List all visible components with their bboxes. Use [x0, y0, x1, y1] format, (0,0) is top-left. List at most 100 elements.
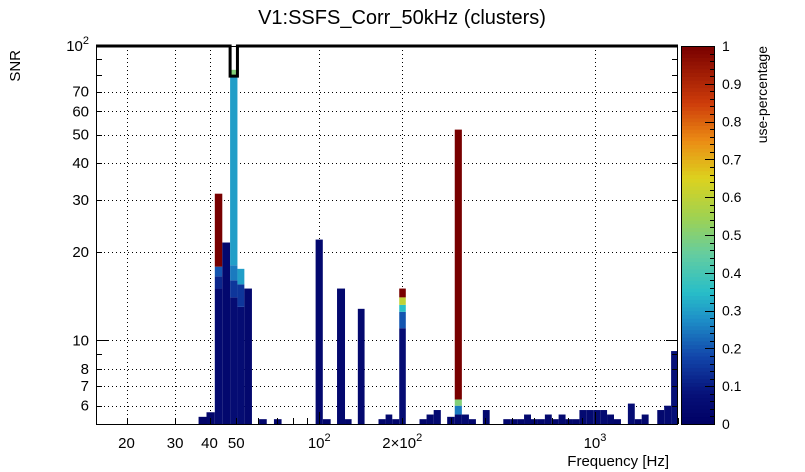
colorbar-step: [681, 68, 715, 74]
colorbar-step: [681, 170, 715, 176]
heatmap-cell: [337, 288, 346, 424]
colorbar-step: [681, 405, 715, 410]
colorbar-step: [681, 265, 715, 270]
colorbar-step: [681, 117, 715, 123]
colorbar-step: [681, 76, 715, 81]
heatmap-cell: [419, 419, 427, 424]
y-tick-label: 7: [81, 378, 89, 395]
colorbar-step: [681, 80, 715, 85]
colorbar-step: [681, 284, 715, 289]
colorbar-step: [681, 204, 715, 210]
colorbar-step: [681, 389, 715, 395]
colorbar-label: use-percentage: [754, 46, 770, 144]
colorbar-step: [681, 121, 715, 126]
heatmap-cell: [579, 410, 587, 424]
y-tick-label: 102: [66, 35, 89, 55]
heatmap-cell: [426, 414, 434, 424]
heatmap-cell: [214, 288, 223, 424]
heatmap-cell: [399, 297, 406, 305]
grid-lines: [96, 46, 678, 424]
colorbar-step: [681, 318, 715, 323]
colorbar-step: [681, 235, 715, 240]
heatmap-cell: [468, 419, 476, 424]
heatmap-cell: [627, 403, 635, 424]
heatmap-cell: [517, 419, 525, 424]
heatmap-cell: [399, 328, 406, 424]
heatmap-cell: [230, 280, 238, 298]
heatmap-cell: [237, 284, 245, 307]
colorbar-step: [681, 401, 715, 406]
colorbar-step: [681, 140, 715, 145]
colorbar-step: [681, 348, 715, 353]
heatmap-cell: [385, 414, 393, 424]
y-tick-label: 6: [81, 398, 89, 415]
colorbar-step: [681, 72, 715, 77]
colorbar-step: [681, 367, 715, 372]
heatmap-cell: [230, 265, 238, 281]
colorbar-step: [681, 151, 715, 157]
heatmap-cell: [461, 414, 469, 424]
colorbar-step: [681, 352, 715, 357]
colorbar-tick-label: 0.1: [722, 378, 742, 394]
colorbar-step: [681, 166, 715, 172]
colorbar-step: [681, 329, 715, 334]
y-tick-label: 60: [72, 103, 89, 120]
heatmap-cell: [454, 405, 462, 415]
heatmap-cell: [671, 351, 678, 424]
colorbar-step: [681, 242, 715, 247]
heatmap-cell: [447, 416, 455, 424]
colorbar-step: [681, 269, 715, 274]
colorbar-step: [681, 359, 715, 365]
colorbar-step: [681, 163, 715, 168]
colorbar-step: [681, 53, 715, 58]
colorbar-step: [681, 132, 715, 138]
heatmap-cell: [244, 288, 252, 424]
y-tick-label: 40: [72, 155, 89, 172]
heatmap-cell: [399, 311, 406, 329]
colorbar-step: [681, 416, 715, 421]
heatmap-cell: [586, 410, 594, 424]
heatmap-cells: [96, 44, 678, 424]
y-tick-label: 30: [72, 192, 89, 209]
colorbar-step: [681, 102, 715, 108]
colorbar-step: [681, 208, 715, 213]
colorbar-step: [681, 280, 715, 285]
y-tick-label: 10: [72, 332, 89, 349]
colorbar-step: [681, 114, 715, 119]
colorbar-tick-label: 0.6: [722, 189, 742, 205]
heatmap-cell: [454, 414, 462, 424]
colorbar-step: [681, 261, 715, 266]
colorbar-step: [681, 382, 715, 387]
heatmap-cell: [345, 419, 352, 424]
colorbar-step: [681, 420, 715, 425]
colorbar-step: [681, 223, 715, 229]
colorbar-step: [681, 185, 715, 191]
heatmap-cell: [634, 419, 642, 424]
heatmap-cell: [614, 419, 621, 424]
colorbar-step: [681, 246, 715, 251]
colorbar-step: [681, 363, 715, 368]
y-tick-label: 20: [72, 244, 89, 261]
colorbar-step: [681, 303, 715, 308]
colorbar-tick-label: 0.2: [722, 340, 742, 356]
colorbar-step: [681, 189, 715, 195]
colorbar-step: [681, 106, 715, 111]
colorbar-step: [681, 129, 715, 134]
y-axis-label: SNR: [7, 50, 24, 82]
colorbar-step: [681, 95, 715, 100]
x-axis-label: Frequency [Hz]: [567, 453, 669, 470]
heatmap-cell: [378, 419, 386, 424]
colorbar-tick-label: 0: [722, 416, 730, 432]
heatmap-cell: [214, 193, 223, 267]
colorbar-step: [681, 200, 715, 206]
heatmap-cell: [230, 69, 238, 77]
colorbar-step: [681, 333, 715, 338]
colorbar-step: [681, 374, 715, 380]
colorbar-step: [681, 182, 715, 187]
x-tick-label: 40: [201, 435, 218, 452]
colorbar-tick-label: 1: [722, 38, 730, 54]
colorbar-step: [681, 340, 715, 346]
colorbar-step: [681, 83, 715, 89]
colorbar-step: [681, 291, 715, 297]
colorbar-step: [681, 98, 715, 104]
